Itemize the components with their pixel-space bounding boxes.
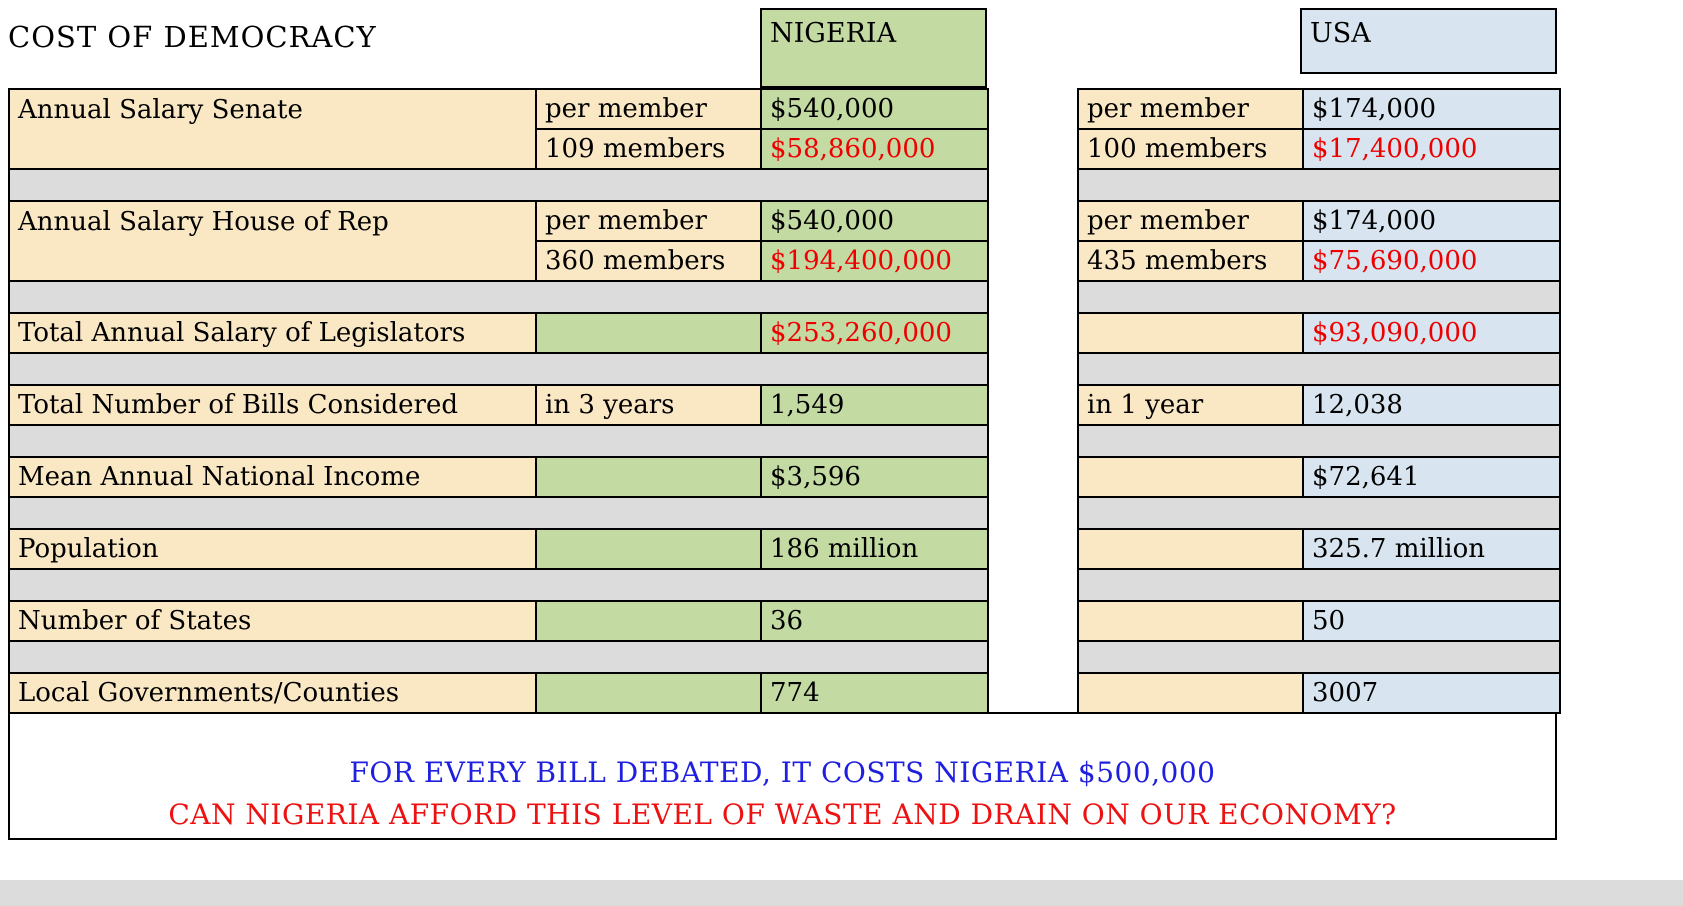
house-nigeria-per-member-label: per member <box>535 200 762 242</box>
states-usa-value: 50 <box>1302 600 1561 642</box>
footer-line-red: CAN NIGERIA AFFORD THIS LEVEL OF WASTE A… <box>168 798 1397 831</box>
localgov-nigeria-value: 774 <box>760 672 989 714</box>
spacer-row <box>8 568 989 602</box>
nigeria-table: Annual Salary Senate per member $540,000… <box>8 88 989 714</box>
states-usa-detail-empty <box>1077 600 1304 642</box>
localgov-usa-value: 3007 <box>1302 672 1561 714</box>
income-usa-detail-empty <box>1077 456 1304 498</box>
spacer-row <box>1077 568 1561 602</box>
house-usa-total-value: $75,690,000 <box>1302 240 1561 282</box>
header-row: COST OF DEMOCRACY NIGERIA USA <box>8 8 1557 88</box>
income-nigeria-value: $3,596 <box>760 456 989 498</box>
senate-usa-members-label: 100 members <box>1077 128 1304 170</box>
spacer-row <box>8 352 989 386</box>
senate-nigeria-total-value: $58,860,000 <box>760 128 989 170</box>
states-nigeria-value: 36 <box>760 600 989 642</box>
page-title: COST OF DEMOCRACY <box>8 20 377 54</box>
total-salary-nigeria-detail-empty <box>535 312 762 354</box>
spacer-row <box>1077 168 1561 202</box>
house-nigeria-total-value: $194,400,000 <box>760 240 989 282</box>
population-usa-detail-empty <box>1077 528 1304 570</box>
senate-label: Annual Salary Senate <box>8 88 537 170</box>
column-gap <box>989 88 1077 714</box>
senate-usa-total-value: $17,400,000 <box>1302 128 1561 170</box>
footer-line-blue: FOR EVERY BILL DEBATED, IT COSTS NIGERIA… <box>349 756 1216 789</box>
senate-usa-per-member-value: $174,000 <box>1302 88 1561 130</box>
bills-nigeria-value: 1,549 <box>760 384 989 426</box>
spacer-row <box>1077 424 1561 458</box>
footer-note: FOR EVERY BILL DEBATED, IT COSTS NIGERIA… <box>8 712 1557 840</box>
bills-nigeria-period-label: in 3 years <box>535 384 762 426</box>
senate-nigeria-members-label: 109 members <box>535 128 762 170</box>
localgov-usa-detail-empty <box>1077 672 1304 714</box>
table-body: Annual Salary Senate per member $540,000… <box>8 88 1561 714</box>
bills-label: Total Number of Bills Considered <box>8 384 537 426</box>
spacer-row <box>8 280 989 314</box>
spacer-row <box>8 424 989 458</box>
spacer-row <box>1077 280 1561 314</box>
usa-column-header: USA <box>1300 8 1557 74</box>
house-nigeria-per-member-value: $540,000 <box>760 200 989 242</box>
house-nigeria-members-label: 360 members <box>535 240 762 282</box>
house-label: Annual Salary House of Rep <box>8 200 537 282</box>
house-usa-members-label: 435 members <box>1077 240 1304 282</box>
spacer-row <box>8 640 989 674</box>
spacer-row <box>8 168 989 202</box>
total-salary-usa-detail-empty <box>1077 312 1304 354</box>
income-label: Mean Annual National Income <box>8 456 537 498</box>
population-label: Population <box>8 528 537 570</box>
income-usa-value: $72,641 <box>1302 456 1561 498</box>
localgov-nigeria-detail-empty <box>535 672 762 714</box>
population-nigeria-value: 186 million <box>760 528 989 570</box>
nigeria-column-header: NIGERIA <box>760 8 987 88</box>
localgov-label: Local Governments/Counties <box>8 672 537 714</box>
bills-usa-value: 12,038 <box>1302 384 1561 426</box>
population-usa-value: 325.7 million <box>1302 528 1561 570</box>
total-salary-usa-value: $93,090,000 <box>1302 312 1561 354</box>
bills-usa-period-label: in 1 year <box>1077 384 1304 426</box>
states-nigeria-detail-empty <box>535 600 762 642</box>
house-usa-per-member-value: $174,000 <box>1302 200 1561 242</box>
senate-nigeria-per-member-label: per member <box>535 88 762 130</box>
spacer-row <box>1077 496 1561 530</box>
house-usa-per-member-label: per member <box>1077 200 1304 242</box>
usa-table: per member $174,000 100 members $17,400,… <box>1077 88 1561 714</box>
total-salary-label: Total Annual Salary of Legislators <box>8 312 537 354</box>
senate-nigeria-per-member-value: $540,000 <box>760 88 989 130</box>
spacer-row <box>1077 352 1561 386</box>
spacer-row <box>1077 640 1561 674</box>
total-salary-nigeria-value: $253,260,000 <box>760 312 989 354</box>
senate-usa-per-member-label: per member <box>1077 88 1304 130</box>
spacer-row <box>8 496 989 530</box>
bottom-gray-band <box>0 880 1683 906</box>
states-label: Number of States <box>8 600 537 642</box>
population-nigeria-detail-empty <box>535 528 762 570</box>
income-nigeria-detail-empty <box>535 456 762 498</box>
